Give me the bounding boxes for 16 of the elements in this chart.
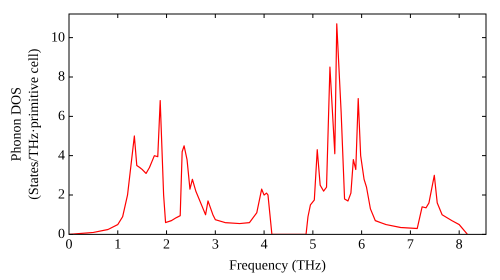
x-tick-label: 6 xyxy=(358,237,366,252)
x-tick-label: 1 xyxy=(114,237,122,252)
x-tick-label: 5 xyxy=(309,237,316,252)
x-tick-label: 7 xyxy=(406,237,414,252)
y-tick-label: 2 xyxy=(58,188,65,203)
y-tick-label: 4 xyxy=(58,148,65,164)
x-tick-label: 3 xyxy=(212,237,219,252)
y-axis-title: Phonon DOS (States/THz·primitive cell) xyxy=(9,48,42,200)
y-tick-label: 6 xyxy=(58,109,65,124)
x-axis-title: Frequency (THz) xyxy=(229,258,326,274)
y-tick-label: 10 xyxy=(51,30,65,46)
y-tick-label: 8 xyxy=(58,70,65,85)
y-tick-label: 0 xyxy=(58,227,65,242)
x-tick-label: 2 xyxy=(163,237,170,252)
x-tick-label: 4 xyxy=(260,237,268,252)
x-tick-label: 8 xyxy=(456,237,463,252)
